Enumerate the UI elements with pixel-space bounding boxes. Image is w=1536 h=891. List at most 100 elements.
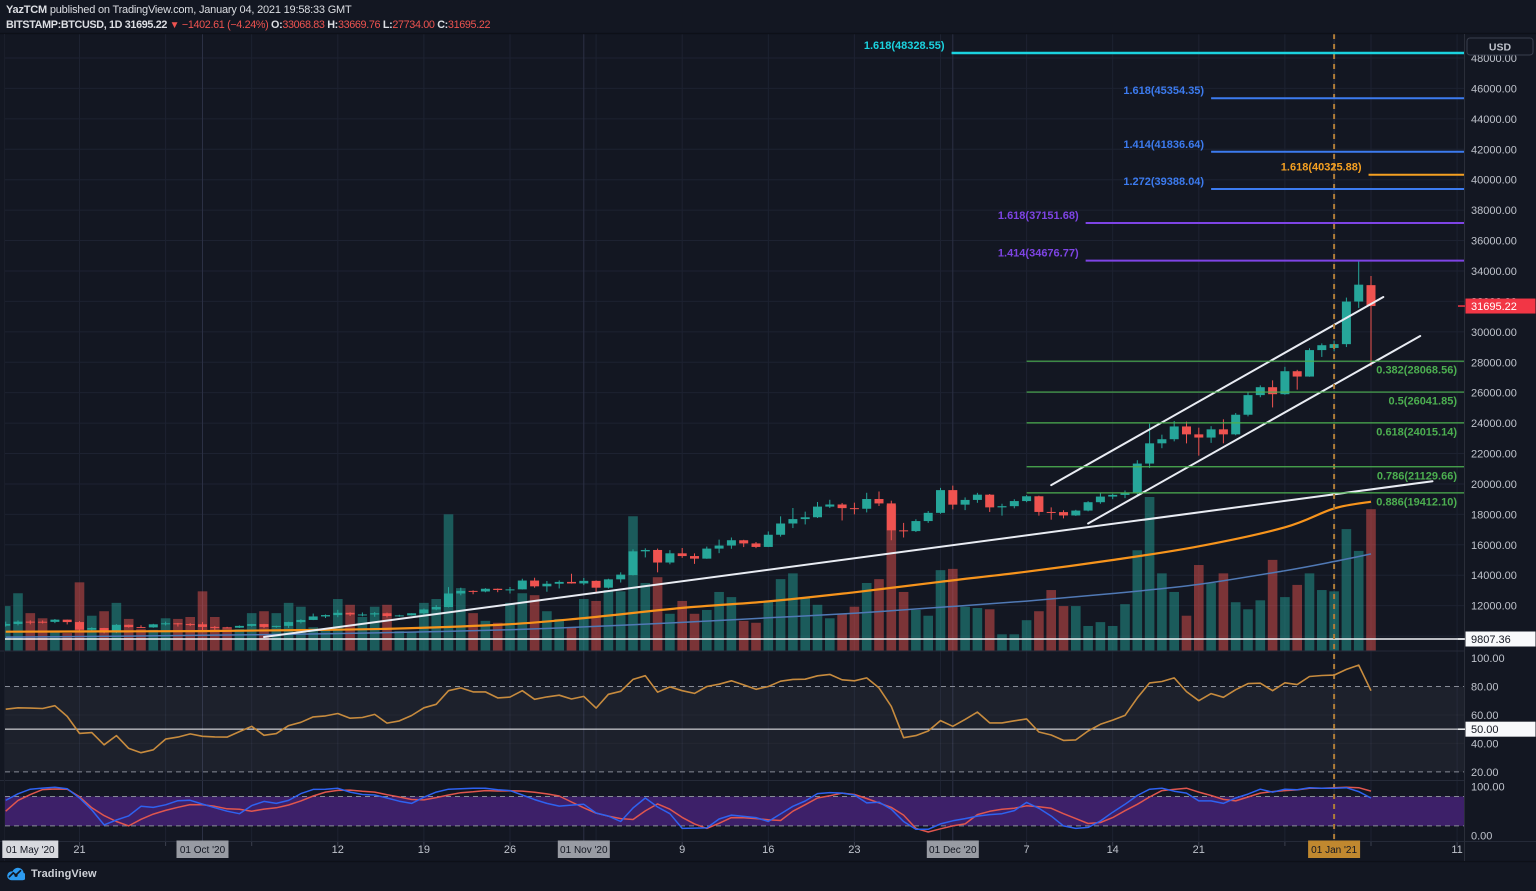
volume-bar <box>972 608 983 651</box>
volume-bar <box>579 599 589 651</box>
candle-body <box>554 581 564 584</box>
last-price-tag <box>1465 298 1536 314</box>
candle-body <box>333 612 343 616</box>
candle-body <box>886 503 896 531</box>
candle-body <box>923 512 933 522</box>
candle-body <box>1034 496 1044 512</box>
candle-body <box>345 612 355 615</box>
candle-body <box>1206 429 1216 438</box>
candle-body <box>776 523 786 535</box>
volume-bar <box>185 616 195 651</box>
time-axis-label: 19 <box>418 844 430 856</box>
volume-bar <box>861 582 872 651</box>
candles <box>5 260 1376 634</box>
rsi-mid-tag-text: 50.00 <box>1471 724 1499 736</box>
candle-body <box>591 580 601 588</box>
candle-body <box>1268 387 1278 395</box>
fib-label: 0.886(19412.10) <box>1376 496 1457 508</box>
time-axis[interactable]: 21 12 19 26 9 16 23 7 14 21 11 01 May '20 01 Oct '20… <box>2 840 1463 859</box>
volume-bar <box>1206 582 1216 651</box>
volume-bar <box>677 600 687 651</box>
volume-bar <box>123 618 134 651</box>
volume-bar <box>837 613 847 651</box>
volume-bars <box>5 497 1376 651</box>
volume-bar <box>1353 550 1364 651</box>
candle-body <box>1194 434 1204 438</box>
volume-bar <box>1046 590 1056 651</box>
tradingview-attribution[interactable]: TradingView <box>5 866 97 881</box>
candle-body <box>1354 284 1364 302</box>
volume-bar <box>1218 573 1229 651</box>
candle-body <box>394 615 404 617</box>
fib-label: 1.272(39388.04) <box>1123 176 1204 188</box>
price-axis[interactable]: 48000.00 46000.00 44000.00 42000.00 40000.00… <box>1458 37 1536 843</box>
candle-body <box>567 581 576 584</box>
volume-bar <box>948 568 958 651</box>
volume-bar <box>763 600 774 651</box>
stoch-axis-label: 0.00 <box>1471 831 1492 843</box>
candle-body <box>517 580 527 590</box>
volume-bar <box>62 633 72 651</box>
candle-body <box>321 615 330 617</box>
price-axis-label: 22000.00 <box>1471 449 1517 461</box>
time-axis-month-label: 01 Oct '20 <box>180 845 226 856</box>
candle-body <box>75 622 84 630</box>
candle-body <box>702 548 712 559</box>
candle-body <box>1108 494 1118 497</box>
volume-bar <box>874 579 884 651</box>
candle-body <box>739 540 749 544</box>
stoch-d-line <box>5 786 1372 833</box>
volume-bar <box>333 599 343 651</box>
candle-body <box>1120 492 1130 495</box>
candle-body <box>370 613 380 615</box>
fib-levels[interactable]: 1.618(48328.55) 1.618(45354.35) 1.414(4183… <box>864 40 1464 508</box>
volume-bar <box>1181 615 1192 651</box>
candle-body <box>161 623 171 625</box>
volume-bar <box>751 622 761 651</box>
candle-body <box>985 494 995 508</box>
price-axis-label: 48000.00 <box>1471 53 1517 65</box>
price-axis-label: 34000.00 <box>1471 266 1517 278</box>
candle-body <box>62 619 72 623</box>
trendline <box>1087 335 1422 525</box>
time-axis-month-label: 01 Dec '20 <box>929 845 977 856</box>
candle-body <box>382 613 392 616</box>
volume-bar <box>788 573 798 651</box>
candle-body <box>50 619 60 622</box>
candle-body <box>1059 512 1068 516</box>
volume-bar <box>898 591 909 651</box>
volume-bar <box>1304 573 1315 651</box>
trendline <box>1050 295 1385 487</box>
volume-bar <box>1267 559 1278 651</box>
candle-body <box>87 628 97 630</box>
volume-bar <box>849 606 860 651</box>
stoch-plot <box>5 786 1372 833</box>
candle-body <box>407 613 417 616</box>
volume-bar <box>480 620 491 651</box>
time-axis-month-box <box>1308 840 1361 858</box>
drawings[interactable] <box>5 34 1464 841</box>
time-axis-label: 26 <box>504 844 516 856</box>
volume-bar <box>271 613 282 651</box>
volume-bar <box>1144 497 1155 651</box>
tradingview-cloud-icon <box>7 867 25 881</box>
volume-bar <box>1120 604 1130 651</box>
candle-body <box>1022 496 1032 502</box>
price-axis-label: 26000.00 <box>1471 388 1517 400</box>
volume-bar <box>702 609 712 651</box>
fib-label: 1.414(34676.77) <box>998 248 1079 260</box>
rsi-axis-label: 100.00 <box>1471 653 1505 665</box>
candle-body <box>431 607 441 610</box>
candle-body <box>849 508 859 510</box>
fib-label: 0.618(24015.14) <box>1376 426 1457 438</box>
stoch-band <box>5 796 1464 827</box>
candle-body <box>911 521 921 532</box>
volume-bar <box>960 606 970 651</box>
volume-bar <box>1329 591 1339 651</box>
time-axis-month-box <box>2 840 59 858</box>
candle-body <box>234 625 244 628</box>
volume-bar <box>935 570 946 651</box>
time-axis-label: 16 <box>762 844 774 856</box>
volume-bar <box>812 604 823 651</box>
